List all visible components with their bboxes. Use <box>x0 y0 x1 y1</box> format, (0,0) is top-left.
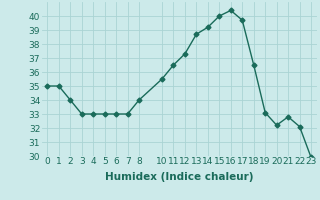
X-axis label: Humidex (Indice chaleur): Humidex (Indice chaleur) <box>105 172 253 182</box>
